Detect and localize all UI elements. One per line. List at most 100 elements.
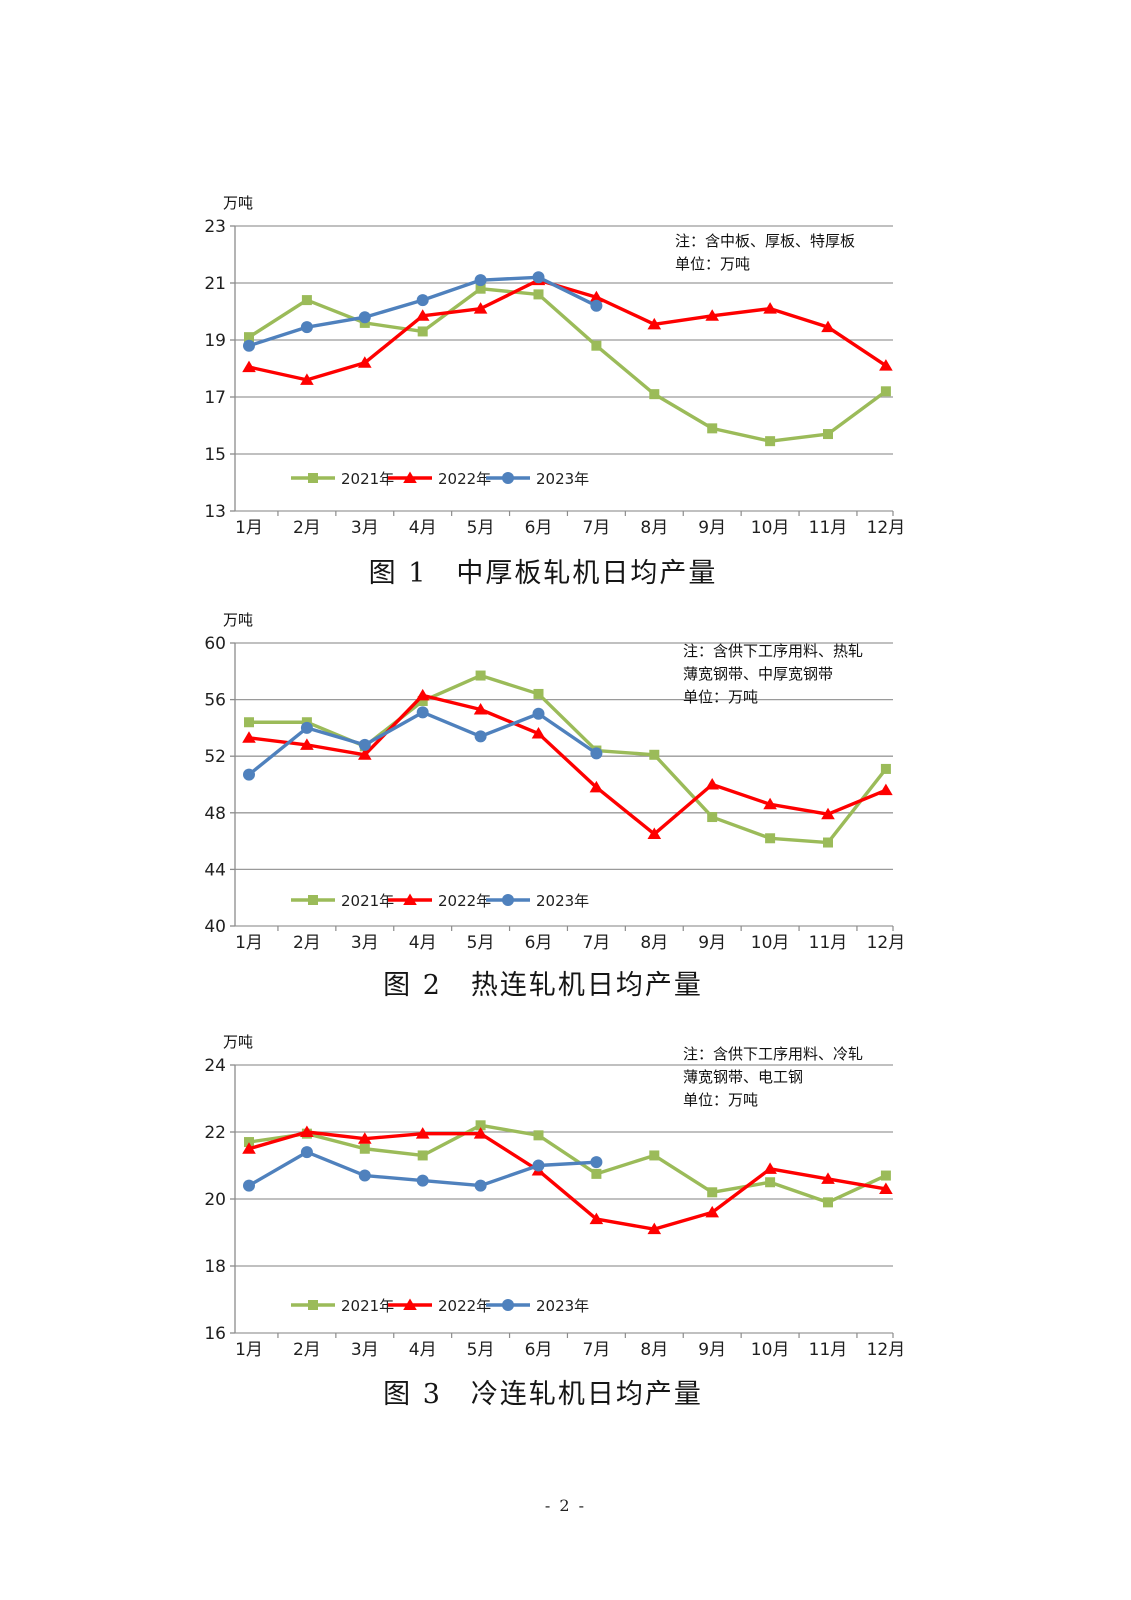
- circle-marker: [416, 294, 429, 307]
- triangle-marker: [415, 688, 430, 701]
- square-marker: [765, 1177, 776, 1188]
- chart-note-line: 薄宽钢带、中厚宽钢带: [683, 665, 833, 683]
- x-tick-label: 9月: [698, 1340, 726, 1360]
- chart-medium-plate: 万吨 23 21 19 17 15 13 1月 2月 3月 4月 5月 6月 7月 8月 9月 10月 11月 12…: [204, 194, 903, 538]
- square-marker: [707, 423, 718, 434]
- triangle-marker: [358, 1132, 372, 1144]
- chart-hot-strip: 万吨 60 56 52 48 44 40 1月 2月 3月 4月 5月 6月 7月 8月 9月 10月 11月 12…: [204, 611, 903, 953]
- x-tick-label: 1月: [235, 518, 263, 538]
- gridlines: [230, 642, 893, 927]
- y-tick-label: 15: [204, 445, 226, 465]
- x-tick-label: 3月: [351, 1340, 379, 1360]
- square-marker: [475, 1120, 486, 1131]
- square-marker: [880, 386, 891, 397]
- x-tick-label: 9月: [698, 933, 726, 953]
- circle-marker: [474, 730, 487, 743]
- legend-triangle-marker: [403, 471, 417, 483]
- triangle-marker: [763, 302, 777, 314]
- y-tick-label: 18: [204, 1257, 226, 1277]
- x-tick-label: 10月: [751, 1340, 790, 1360]
- y-tick-label: 23: [204, 217, 226, 237]
- square-marker: [533, 688, 544, 699]
- legend-square-marker: [308, 1300, 318, 1310]
- legend-label: 2022年: [438, 470, 491, 488]
- x-tick-label: 4月: [409, 518, 437, 538]
- y-tick-label: 56: [204, 691, 226, 711]
- square-marker: [533, 289, 544, 300]
- square-marker: [533, 1130, 544, 1141]
- chart-note-line: 单位：万吨: [683, 1091, 758, 1109]
- triangle-marker: [300, 1125, 314, 1137]
- legend-circle-marker: [502, 1299, 514, 1311]
- triangle-marker: [300, 738, 314, 750]
- legend-label: 2021年: [341, 892, 394, 910]
- square-marker: [649, 1150, 660, 1161]
- circle-marker: [532, 707, 545, 720]
- square-marker: [591, 340, 602, 351]
- circle-marker: [358, 1169, 371, 1182]
- chart-note-line: 注：含供下工序用料、热轧: [683, 642, 863, 660]
- x-tick-label: 11月: [809, 518, 848, 538]
- gridlines: [230, 225, 893, 512]
- triangle-marker: [415, 1127, 430, 1139]
- x-tick-label: 8月: [640, 518, 668, 538]
- series-2022年: [242, 1125, 893, 1235]
- x-tick-label: 12月: [867, 1340, 903, 1360]
- gridlines: [230, 1064, 893, 1334]
- triangle-marker: [763, 1162, 777, 1174]
- triangle-marker: [473, 1127, 488, 1139]
- y-tick-label: 48: [204, 804, 226, 824]
- y-tick-label: 19: [204, 331, 226, 351]
- x-tick-label: 4月: [409, 1340, 437, 1360]
- triangle-marker: [763, 797, 777, 810]
- x-tick-label: 10月: [751, 933, 790, 953]
- square-marker: [649, 749, 660, 760]
- triangle-marker: [647, 827, 662, 840]
- square-marker: [880, 763, 891, 774]
- circle-marker: [300, 721, 313, 734]
- legend-circle-marker: [502, 894, 514, 906]
- chart-note-line: 注：含供下工序用料、冷轧: [683, 1045, 863, 1063]
- square-marker: [765, 833, 776, 844]
- x-tick-label: 12月: [867, 518, 903, 538]
- triangle-marker: [705, 1205, 719, 1218]
- x-axis-ticks: [277, 1333, 894, 1338]
- square-marker: [244, 1137, 254, 1148]
- y-tick-label: 21: [204, 274, 226, 294]
- x-tick-label: 8月: [640, 933, 668, 953]
- square-marker: [417, 696, 428, 707]
- chart-3-title: 图 3 冷连轧机日均产量: [383, 1379, 703, 1410]
- x-tick-label: 7月: [582, 933, 610, 953]
- circle-marker: [243, 1179, 255, 1192]
- x-tick-label: 5月: [467, 518, 495, 538]
- triangle-marker: [473, 703, 488, 715]
- legend: 2021年 2022年 2023年: [291, 1297, 589, 1315]
- circle-marker: [532, 1159, 545, 1172]
- square-marker: [244, 717, 254, 728]
- x-tick-label: 5月: [467, 933, 495, 953]
- legend-label: 2023年: [536, 892, 589, 910]
- square-marker: [475, 283, 486, 294]
- triangle-marker: [589, 290, 604, 303]
- square-marker: [417, 326, 428, 337]
- legend-square-marker: [308, 473, 318, 483]
- x-tick-label: 5月: [467, 1340, 495, 1360]
- legend-circle-marker: [502, 472, 514, 484]
- triangle-marker: [473, 302, 488, 314]
- y-tick-label: 60: [204, 634, 226, 654]
- square-marker: [301, 295, 312, 306]
- circle-marker: [590, 299, 603, 312]
- series-2022年: [242, 273, 893, 385]
- circle-marker: [474, 274, 487, 287]
- triangle-marker: [705, 309, 719, 321]
- chart-2-title: 图 2 热连轧机日均产量: [383, 970, 703, 1001]
- square-marker: [707, 1187, 718, 1198]
- x-tick-label: 1月: [235, 1340, 263, 1360]
- square-marker: [591, 1168, 602, 1179]
- circle-marker: [243, 768, 255, 781]
- circle-marker: [416, 1174, 429, 1187]
- x-tick-label: 2月: [293, 1340, 321, 1360]
- circle-marker: [358, 738, 371, 751]
- x-tick-label: 2月: [293, 518, 321, 538]
- series-2023年: [243, 271, 603, 352]
